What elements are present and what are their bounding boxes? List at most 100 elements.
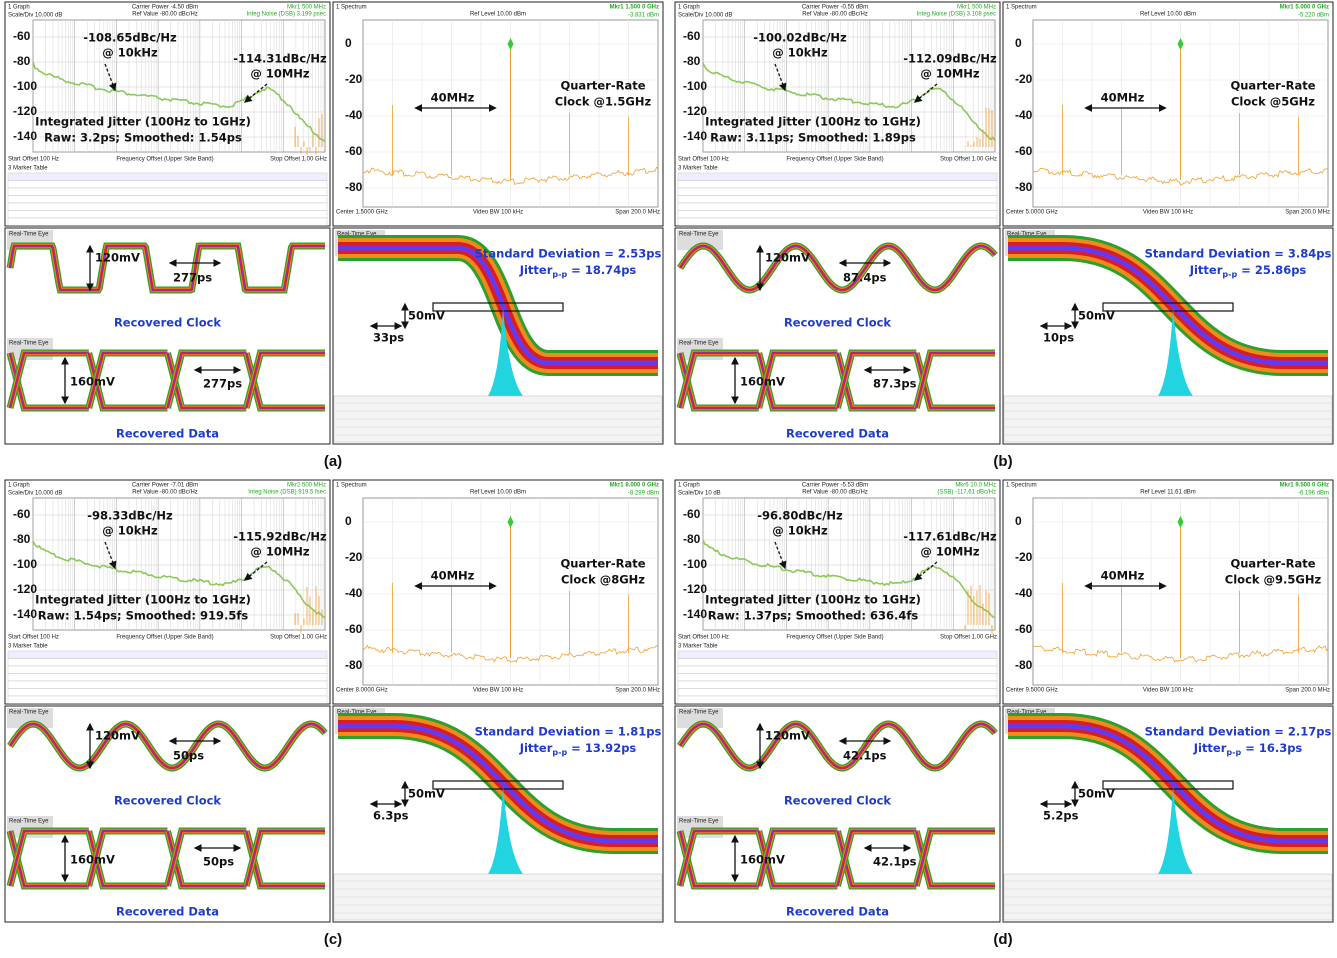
- annotation: Raw: 3.11ps; Smoothed: 1.89ps: [710, 131, 916, 145]
- annotation: 120mV: [765, 251, 810, 265]
- annotation: @ 10MHz: [250, 67, 310, 81]
- marker-value: -6.196 dBm: [1298, 491, 1329, 497]
- y-tick-label: 0: [1015, 36, 1022, 50]
- trace: [702, 62, 996, 141]
- y-tick-label: -40: [345, 108, 363, 122]
- table-row: [7, 210, 328, 219]
- y-tick-label: -140: [683, 607, 707, 621]
- ref: Ref Value -80.00 dBc/Hz: [802, 490, 868, 496]
- ref: Ref Level 10.00 dBm: [1140, 12, 1196, 18]
- annotation: -108.65dBc/Hz: [83, 31, 177, 45]
- eye-trace: [915, 830, 995, 887]
- eye-trace: [167, 830, 247, 887]
- table-row: [677, 688, 998, 697]
- y-tick-label: -20: [345, 550, 363, 564]
- y-tick-label: -60: [1015, 622, 1033, 636]
- marker: Mkr6 10.0 MHz: [955, 483, 996, 489]
- marker-diamond: [1177, 516, 1184, 528]
- jitter-pp-value: = 16.3ps: [1241, 741, 1302, 755]
- annotation: 160mV: [740, 375, 785, 389]
- footer: Span 200.0 MHz: [615, 210, 660, 216]
- footer: Video BW 100 kHz: [1143, 210, 1193, 216]
- ref: Ref Value -80.00 dBc/Hz: [132, 490, 198, 496]
- y-tick-label: -100: [13, 79, 37, 93]
- annotation: Standard Deviation = 3.84ps: [1145, 247, 1332, 261]
- jitter-pp-sub: p-p: [1226, 748, 1241, 757]
- annotation: Integrated Jitter (100Hz to 1GHz): [35, 115, 251, 129]
- trace: [1032, 167, 1329, 186]
- table-row: [677, 217, 998, 226]
- annotation: -96.80dBc/Hz: [757, 509, 843, 523]
- table-row: [677, 650, 998, 659]
- ref: Ref Value -80.00 dBc/Hz: [132, 12, 198, 18]
- footer: Start Offset 100 Hz: [678, 157, 729, 163]
- table-row: [677, 680, 998, 689]
- annotation: Clock @1.5GHz: [555, 95, 652, 109]
- eye-title: Real-Time Eye: [9, 341, 49, 347]
- trace: [32, 61, 326, 143]
- footer: Center 1.5000 GHz: [336, 210, 388, 216]
- annotation: 277ps: [203, 377, 242, 391]
- table-title: 3 Marker Table: [678, 166, 718, 172]
- annotation: 160mV: [70, 853, 115, 867]
- marker: Mkr1 8.000 0 GHz: [610, 483, 659, 489]
- y-tick-label: -100: [13, 557, 37, 571]
- annotation: 50mV: [408, 787, 445, 801]
- annotation: Raw: 1.37ps; Smoothed: 636.4fs: [708, 609, 919, 623]
- eye-trace: [88, 352, 168, 409]
- header: 1 Spectrum: [336, 483, 367, 489]
- table-row: [7, 650, 328, 659]
- table-row: [677, 658, 998, 667]
- footer: Stop Offset 1.00 GHz: [940, 157, 997, 163]
- plot-area: [702, 19, 996, 153]
- annotation: 33ps: [373, 331, 404, 345]
- eye-title: Real-Time Eye: [679, 341, 719, 347]
- y-tick-label: -60: [13, 507, 31, 521]
- eye-trace: [245, 352, 325, 409]
- eye-trace: [245, 830, 325, 887]
- y-tick-label: -80: [345, 658, 363, 672]
- annotation: Integrated Jitter (100Hz to 1GHz): [35, 593, 251, 607]
- eye-trace: [758, 830, 838, 887]
- annotation: 50ps: [203, 855, 234, 869]
- y-tick-label: -140: [683, 129, 707, 143]
- header: 1 Graph: [678, 5, 700, 11]
- annotation: 120mV: [95, 251, 140, 265]
- eye-trace: [915, 352, 995, 409]
- annotation: 120mV: [95, 729, 140, 743]
- eye-trace: [1008, 247, 1328, 364]
- jitter-pp: Jitterp-p = 25.86ps: [1189, 263, 1307, 280]
- jitter-pp-label: Jitter: [519, 741, 553, 755]
- annotation: Integrated Jitter (100Hz to 1GHz): [705, 115, 921, 129]
- header: 1 Spectrum: [1006, 5, 1037, 11]
- y-tick-label: -80: [1015, 658, 1033, 672]
- annotation: Raw: 1.54ps; Smoothed: 919.5fs: [38, 609, 249, 623]
- eye-trace: [88, 830, 168, 887]
- y-tick-label: -80: [683, 54, 701, 68]
- panel-label: (b): [993, 453, 1012, 470]
- annotation: Clock @5GHz: [1231, 95, 1315, 109]
- table-row: [7, 172, 328, 181]
- marker: Mkr1 9.500 0 GHz: [1280, 483, 1329, 489]
- annotation: 5.2ps: [1043, 809, 1079, 823]
- y-tick-label: -80: [1015, 180, 1033, 194]
- y-tick-label: -60: [1015, 144, 1033, 158]
- y-tick-label: -60: [683, 29, 701, 43]
- table-row: [677, 172, 998, 181]
- caption: Recovered Clock: [784, 794, 891, 808]
- marker: Mkr1 1.500 0 GHz: [610, 5, 659, 11]
- jitter-pp-value: = 25.86ps: [1237, 263, 1306, 277]
- jitter-pp-sub: p-p: [552, 748, 567, 757]
- y-tick-label: -20: [1015, 550, 1033, 564]
- table-row: [7, 187, 328, 196]
- jitter-pp: Jitterp-p = 13.92ps: [519, 741, 637, 758]
- eye-trace: [338, 725, 658, 842]
- annotation: 87.4ps: [843, 271, 887, 285]
- panel-label: (a): [324, 453, 342, 470]
- table-row: [7, 680, 328, 689]
- y-tick-label: -80: [13, 532, 31, 546]
- scale: Scale/Div 10.000 dB: [8, 491, 62, 497]
- eye-title: Real-Time Eye: [9, 710, 49, 716]
- eye-trace: [758, 830, 838, 887]
- y-tick-label: -120: [13, 582, 37, 596]
